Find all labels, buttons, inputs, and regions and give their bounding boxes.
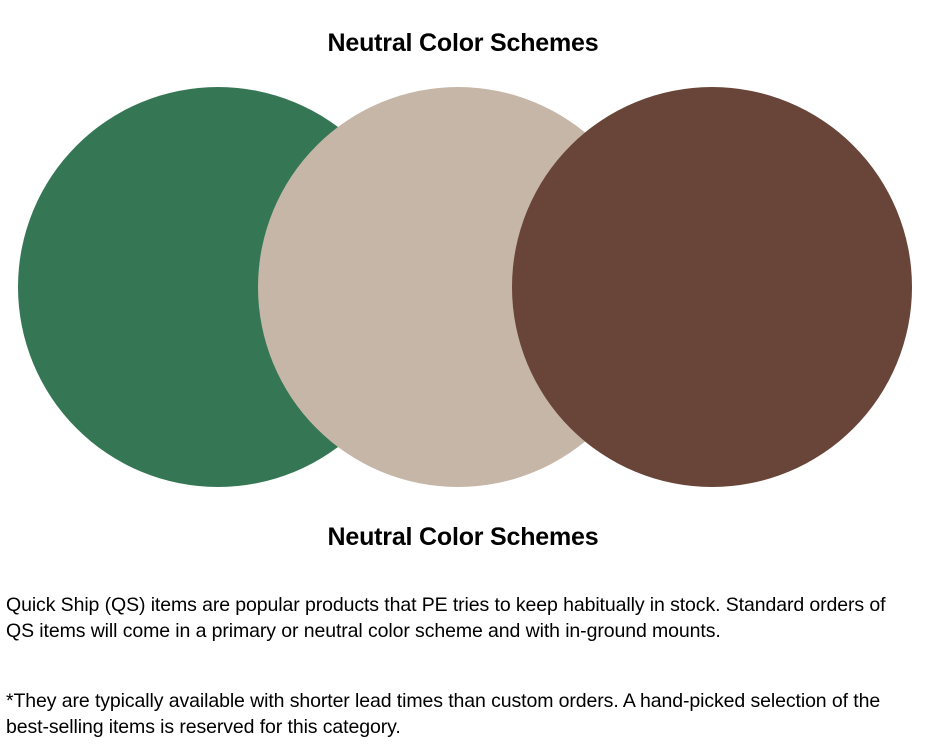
page-title-top: Neutral Color Schemes <box>327 29 599 57</box>
color-swatch-brown <box>512 87 912 487</box>
page-title-bottom: Neutral Color Schemes <box>327 523 599 551</box>
color-swatch-group <box>0 87 926 488</box>
body-paragraph-quick-ship: Quick Ship (QS) items are popular produc… <box>6 594 886 642</box>
body-paragraph-lead-times: *They are typically available with short… <box>6 690 881 738</box>
